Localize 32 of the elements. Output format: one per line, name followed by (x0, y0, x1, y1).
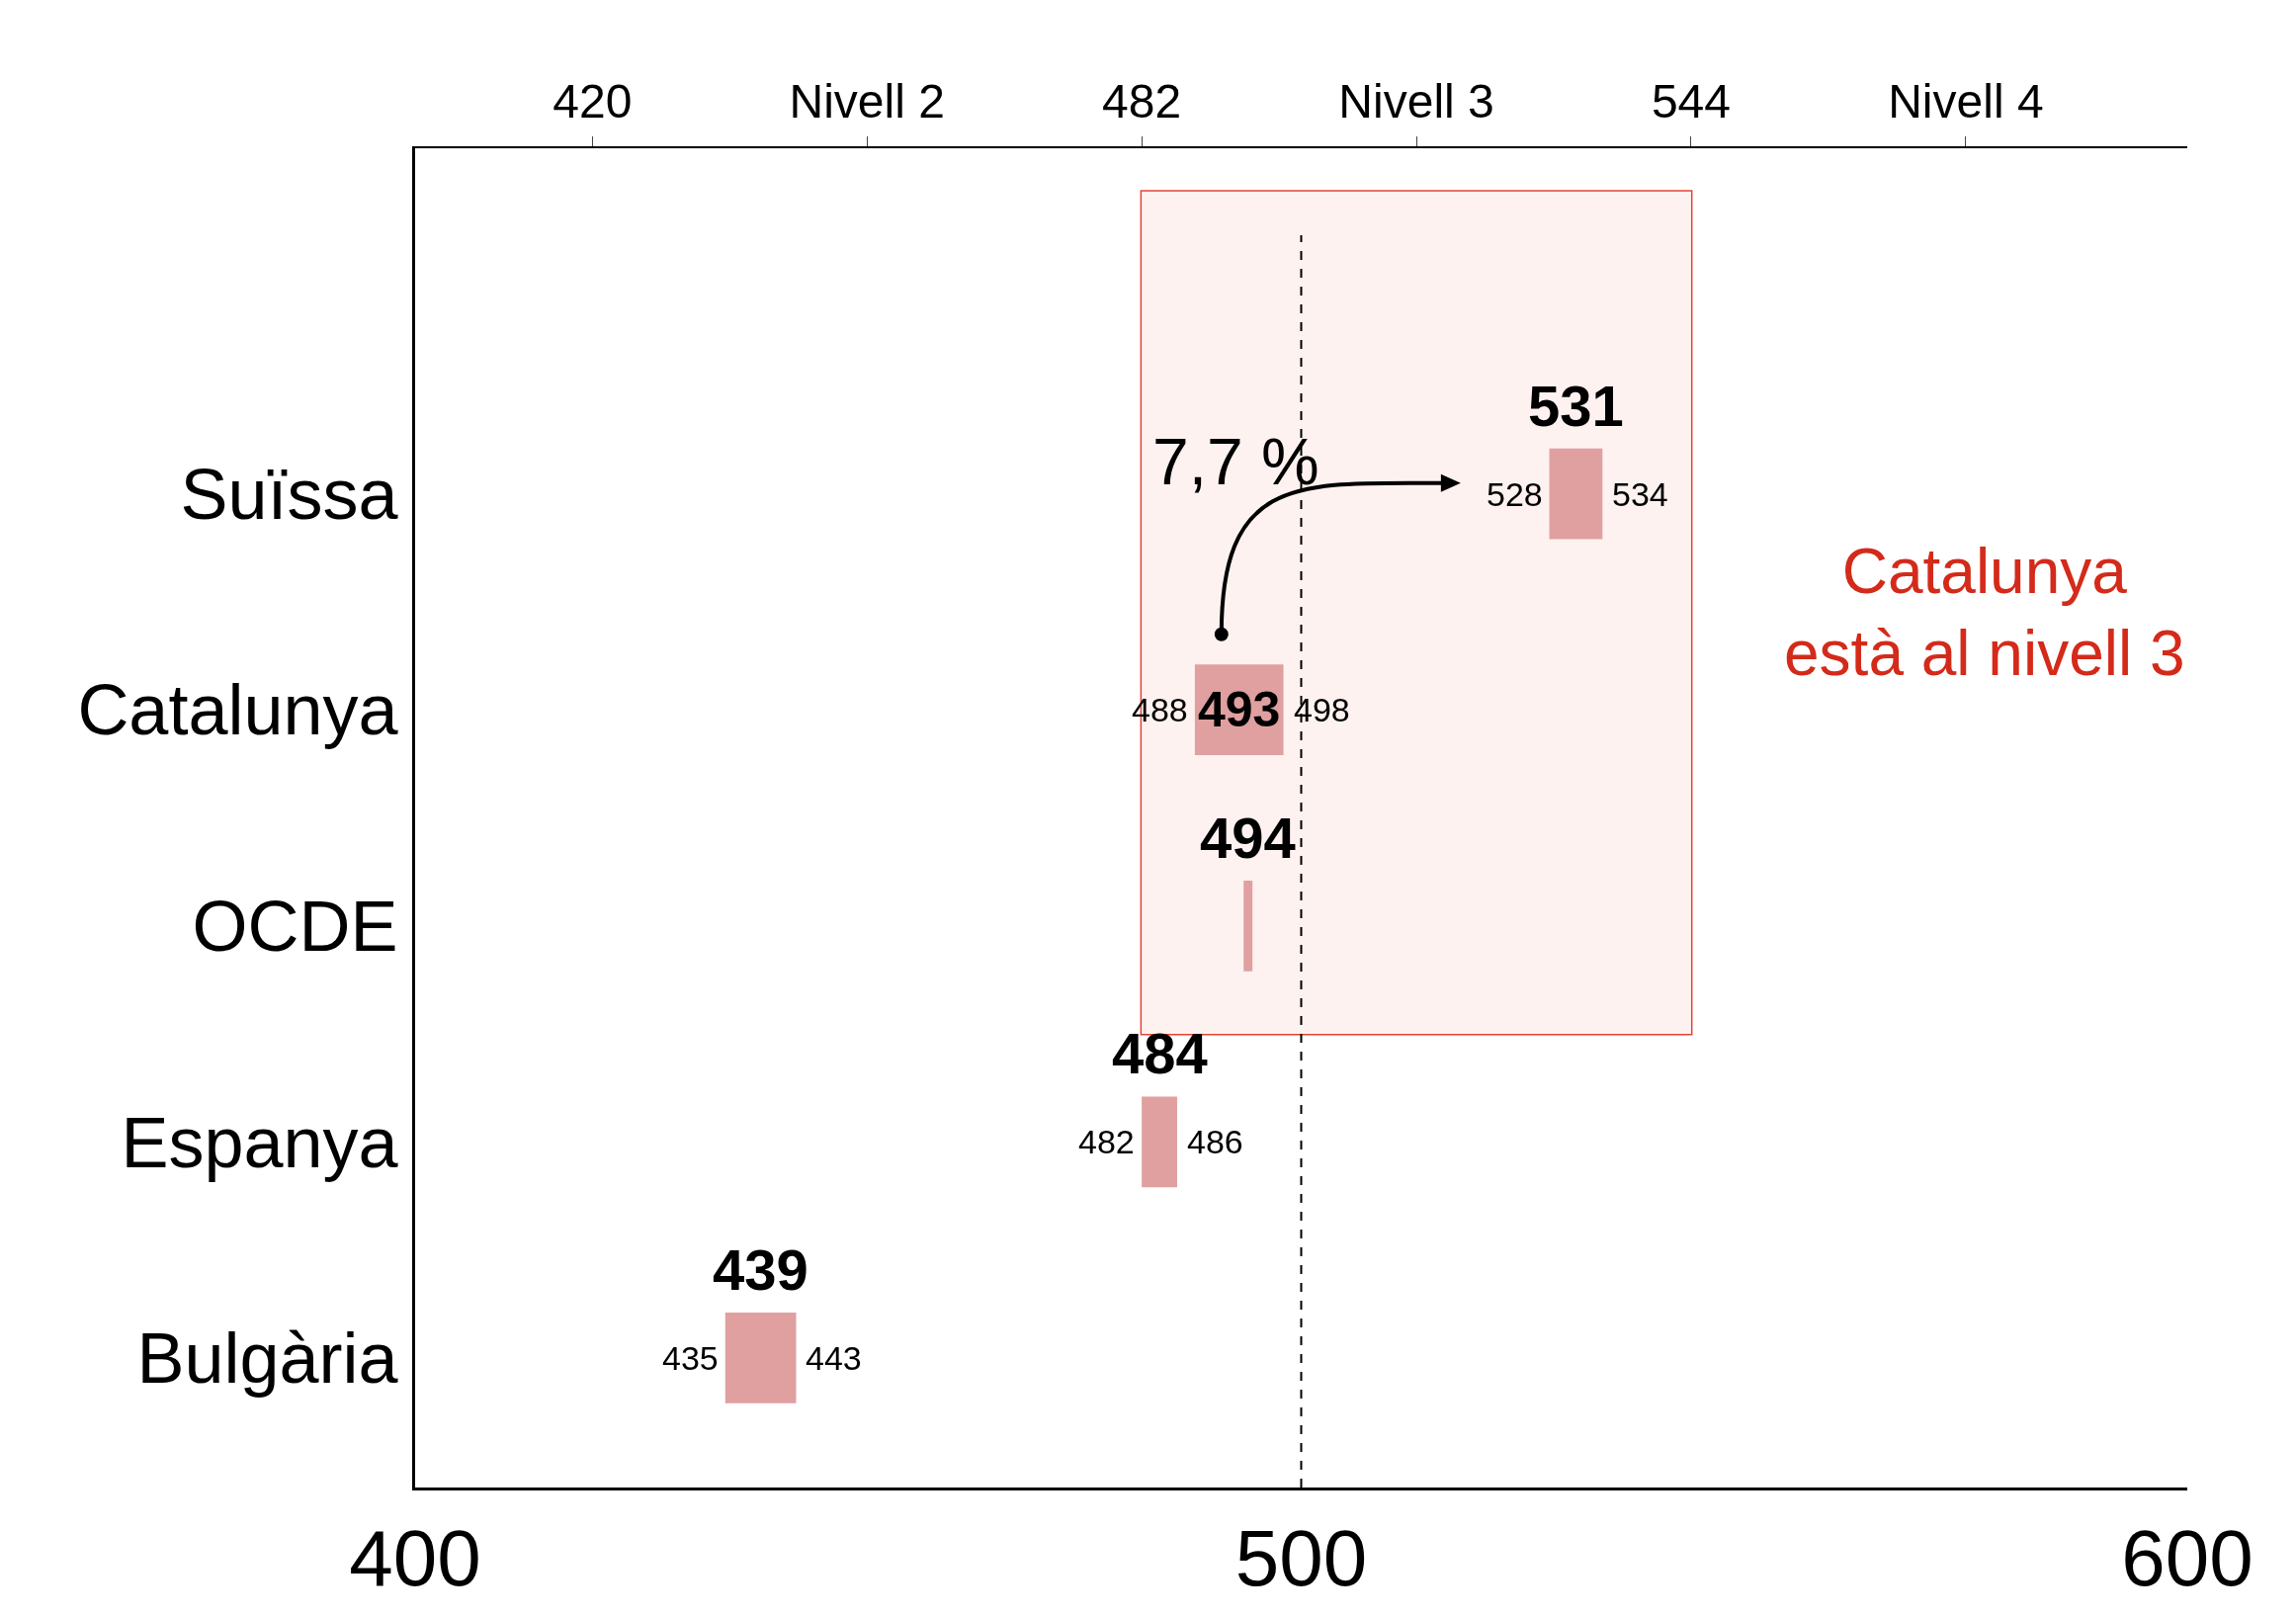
annotation: Catalunya està al nivell 3 (1784, 536, 2185, 690)
y-tick-label: OCDE (192, 886, 398, 966)
annotation: 494 (1200, 806, 1296, 870)
annotation: 493 (1198, 682, 1281, 737)
annotation: 482 (1078, 1123, 1135, 1160)
x-tick-label: 600 (2121, 1514, 2253, 1602)
bar (1549, 448, 1603, 540)
x2-tick-label: 482 (1102, 74, 1182, 128)
x-tick-label: 500 (1234, 1514, 1368, 1602)
annotation: 484 (1112, 1021, 1208, 1085)
y-tick-label: Espanya (121, 1102, 399, 1182)
annotation: 528 (1487, 475, 1543, 513)
annotation: 435 (662, 1339, 719, 1377)
annotation: 498 (1294, 691, 1350, 728)
y-tick-label: Catalunya (77, 670, 399, 750)
x2-tick-label: 420 (553, 74, 633, 128)
annotation: 439 (713, 1237, 808, 1302)
annotation: 531 (1528, 374, 1624, 438)
annotation: 534 (1612, 475, 1668, 513)
bar (724, 1312, 797, 1403)
annotation: 443 (806, 1339, 862, 1377)
bar (1142, 1096, 1177, 1188)
annotation: 7,7 % (1152, 425, 1319, 498)
annotation: 486 (1187, 1123, 1243, 1160)
bar (1243, 880, 1253, 972)
y-tick-label: Bulgària (136, 1318, 399, 1399)
x2-tick-label: Nivell 4 (1888, 74, 2044, 128)
x2-tick-label: Nivell 2 (789, 74, 945, 128)
x2-tick-label: 544 (1651, 74, 1732, 128)
x2-tick-label: Nivell 3 (1338, 74, 1494, 128)
x-tick-label: 400 (349, 1514, 481, 1602)
y-tick-label: Suïssa (180, 454, 399, 534)
